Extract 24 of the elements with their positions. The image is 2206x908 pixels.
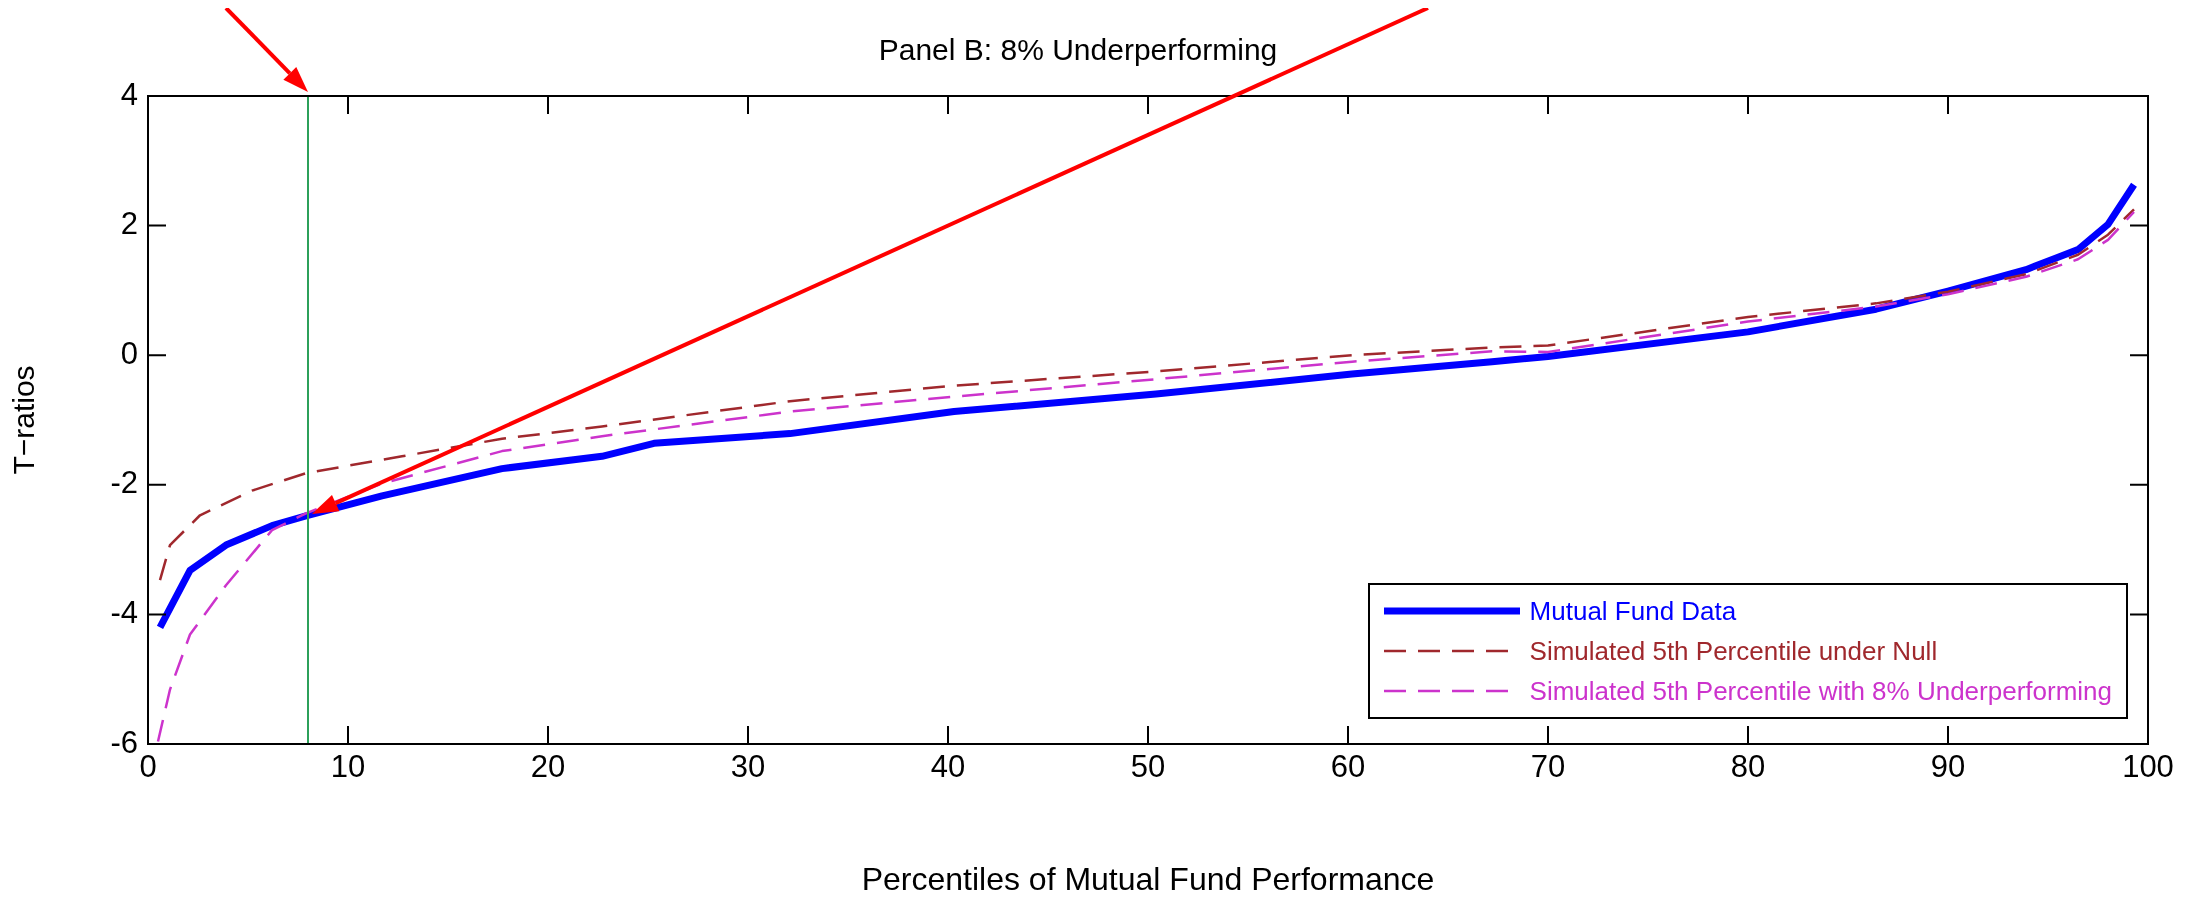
y-tick-label: -6 [110, 724, 138, 760]
x-tick-label: 100 [2122, 749, 2174, 785]
chart-title: Panel B: 8% Underperforming [878, 33, 1278, 67]
x-tick-label: 90 [1930, 749, 1966, 785]
y-tick-label: -4 [110, 594, 138, 630]
text: Simulated 5th Percentile under Null [1529, 635, 1938, 667]
x-tick-label: 80 [1730, 749, 1766, 785]
y-tick-label: 0 [120, 335, 138, 371]
text: Simulated 5th Percentile with 8% Underperforming [1529, 675, 2112, 707]
y-axis-title: T−ratios [7, 365, 41, 475]
x-tick-label: 70 [1530, 749, 1566, 785]
line-series [156, 210, 2136, 743]
y-tick-label: 4 [120, 76, 138, 112]
text: Mutual Fund Data [1529, 595, 1737, 627]
x-tick-label: 20 [530, 749, 566, 785]
x-tick-label: 50 [1130, 749, 1166, 785]
x-tick-label: 30 [730, 749, 766, 785]
x-axis-title: Percentiles of Mutual Fund Performance [861, 860, 1435, 897]
y-tick-label: -2 [110, 465, 138, 501]
y-tick-label: 2 [120, 206, 138, 242]
x-tick-label: 10 [330, 749, 366, 785]
x-tick-label: 40 [930, 749, 966, 785]
line-series [158, 208, 2136, 582]
x-tick-label: 60 [1330, 749, 1366, 785]
